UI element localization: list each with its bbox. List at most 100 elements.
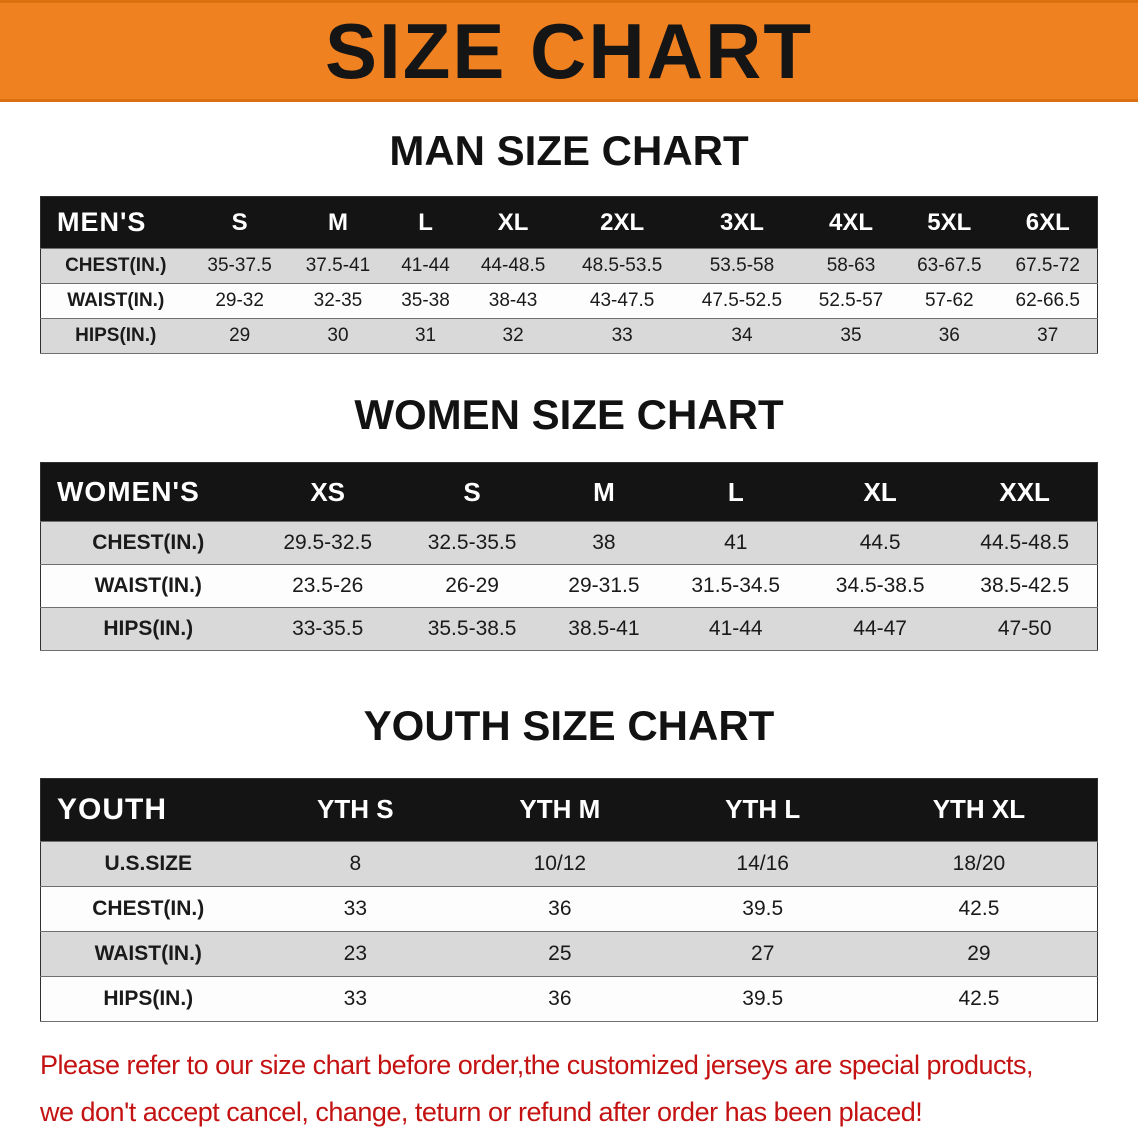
size-value-cell: 33 — [611, 325, 633, 347]
size-value-cell: 58-63 — [826, 255, 876, 277]
youth-size-section: YOUTH SIZE CHART YOUTH YTH S YTH M YTH L YTH… — [0, 703, 1138, 1022]
size-value-cell: 36 — [548, 986, 572, 1010]
header-row: WOMEN'S XS S M L XL XXL — [40, 462, 1098, 522]
row-label-cell: WAIST(IN.) — [94, 941, 202, 965]
row-label-cell: WAIST(IN.) — [67, 290, 165, 312]
size-value-cell: 38.5-41 — [568, 617, 640, 641]
size-value-cell: 47.5-52.5 — [701, 290, 783, 312]
size-value-cell: 29 — [229, 325, 251, 347]
disclaimer-line-2: we don't accept cancel, change, teturn o… — [40, 1096, 923, 1127]
size-value-cell: 39.5 — [742, 896, 784, 920]
size-column-header: M — [288, 196, 388, 249]
size-value-cell: 37.5-41 — [305, 255, 371, 277]
row-label-cell: U.S.SIZE — [104, 851, 193, 875]
size-value-cell: 44.5-48.5 — [980, 531, 1070, 555]
size-column-header: XS — [255, 462, 400, 522]
size-column-header: 3XL — [682, 196, 802, 249]
size-value-cell: 32 — [502, 325, 524, 347]
size-value-cell: 35-38 — [401, 290, 450, 312]
size-value-cell: 31.5-34.5 — [691, 574, 781, 598]
size-value-cell: 63-67.5 — [917, 255, 982, 277]
size-value-cell: 23.5-26 — [292, 574, 364, 598]
size-column-header: 4XL — [801, 196, 901, 249]
size-value-cell: 32.5-35.5 — [427, 531, 517, 555]
size-value-cell: 33 — [343, 986, 367, 1010]
size-value-cell: 35-37.5 — [207, 255, 272, 277]
size-value-cell: 29-32 — [215, 290, 264, 312]
size-column-header: 6XL — [998, 196, 1098, 249]
row-label-cell: CHEST(IN.) — [65, 255, 167, 277]
size-value-cell: 29.5-32.5 — [283, 531, 373, 555]
size-column-header: L — [387, 196, 464, 249]
men-size-section: MAN SIZE CHART MEN'S S M L XL 2XL 3XL 4XL 5XL 6XL… — [0, 127, 1138, 355]
size-value-cell: 35.5-38.5 — [427, 617, 517, 641]
size-value-cell: 41-44 — [401, 255, 450, 277]
size-value-cell: 44-47 — [853, 617, 907, 641]
size-value-cell: 41-44 — [708, 617, 763, 641]
size-value-cell: 33-35.5 — [292, 617, 364, 641]
size-value-cell: 23 — [343, 941, 367, 965]
size-column-header: XXL — [952, 462, 1098, 522]
disclaimer-line-1: Please refer to our size chart before or… — [40, 1049, 1034, 1080]
measurement-row: WAIST(IN.) 23 25 27 29 — [40, 931, 1098, 977]
row-label-cell: HIPS(IN.) — [103, 617, 194, 641]
size-value-cell: 52.5-57 — [818, 290, 884, 312]
table-title-cell: MEN'S — [40, 196, 191, 249]
size-value-cell: 38 — [592, 531, 616, 555]
men-section-heading: MAN SIZE CHART — [389, 127, 749, 174]
size-value-cell: 18/20 — [952, 851, 1006, 875]
size-value-cell: 38.5-42.5 — [980, 574, 1070, 598]
size-column-header: L — [663, 462, 808, 522]
size-value-cell: 29 — [967, 941, 991, 965]
size-value-cell: 31 — [414, 325, 437, 347]
size-value-cell: 42.5 — [958, 986, 1000, 1010]
size-value-cell: 41 — [724, 531, 748, 555]
measurement-row: HIPS(IN.) 29 30 31 32 33 34 35 36 37 — [40, 318, 1098, 354]
women-section-heading: WOMEN SIZE CHART — [354, 391, 784, 439]
size-value-cell: 14/16 — [736, 851, 789, 875]
size-value-cell: 37 — [1037, 325, 1059, 347]
size-column-header: YTH L — [664, 778, 861, 842]
size-value-cell: 32-35 — [313, 290, 363, 312]
row-label-cell: CHEST(IN.) — [92, 896, 205, 920]
header-row: YOUTH YTH S YTH M YTH L YTH XL — [40, 778, 1098, 842]
size-value-cell: 33 — [343, 896, 367, 920]
men-size-table: MEN'S S M L XL 2XL 3XL 4XL 5XL 6XL CHEST(IN.) 35-37… — [40, 196, 1098, 355]
size-column-header: 2XL — [562, 196, 683, 249]
measurement-row: CHEST(IN.) 33 36 39.5 42.5 — [40, 886, 1098, 932]
size-column-header: M — [544, 462, 664, 522]
measurement-row: CHEST(IN.) 35-37.5 37.5-41 41-44 44-48.5 48.5… — [40, 248, 1098, 284]
table-title-cell: WOMEN'S — [40, 462, 256, 522]
page-title: SIZE CHART — [325, 7, 813, 95]
size-value-cell: 48.5-53.5 — [582, 255, 663, 277]
size-column-header: YTH S — [255, 778, 456, 842]
measurement-row: HIPS(IN.) 33 36 39.5 42.5 — [40, 976, 1098, 1022]
row-label-cell: HIPS(IN.) — [75, 325, 157, 347]
table-title-cell: YOUTH — [40, 778, 256, 842]
size-value-cell: 38-43 — [488, 290, 538, 312]
size-value-cell: 10/12 — [533, 851, 587, 875]
size-column-header: S — [399, 462, 545, 522]
size-column-header: YTH XL — [860, 778, 1098, 842]
size-value-cell: 57-62 — [925, 290, 974, 312]
measurement-row: HIPS(IN.) 33-35.5 35.5-38.5 38.5-41 41-44 44-… — [40, 607, 1098, 651]
size-value-cell: 25 — [548, 941, 572, 965]
size-value-cell: 36 — [548, 896, 572, 920]
size-column-header: XL — [807, 462, 953, 522]
size-value-cell: 29-31.5 — [568, 574, 640, 598]
size-value-cell: 8 — [349, 851, 362, 875]
row-label-cell: HIPS(IN.) — [103, 986, 194, 1010]
header-row: MEN'S S M L XL 2XL 3XL 4XL 5XL 6XL — [40, 196, 1098, 249]
disclaimer-note: Please refer to our size chart before or… — [40, 1048, 1138, 1130]
size-value-cell: 42.5 — [958, 896, 1000, 920]
measurement-row: U.S.SIZE 8 10/12 14/16 18/20 — [40, 841, 1098, 887]
size-value-cell: 44.5 — [859, 531, 901, 555]
size-value-cell: 35 — [840, 325, 862, 347]
size-value-cell: 34 — [731, 325, 753, 347]
size-value-cell: 53.5-58 — [709, 255, 775, 277]
size-value-cell: 36 — [938, 325, 960, 347]
size-value-cell: 34.5-38.5 — [835, 574, 925, 598]
size-value-cell: 67.5-72 — [1015, 255, 1080, 277]
women-size-table: WOMEN'S XS S M L XL XXL CHEST(IN.) 29.5-32.5 32.5… — [40, 462, 1098, 652]
